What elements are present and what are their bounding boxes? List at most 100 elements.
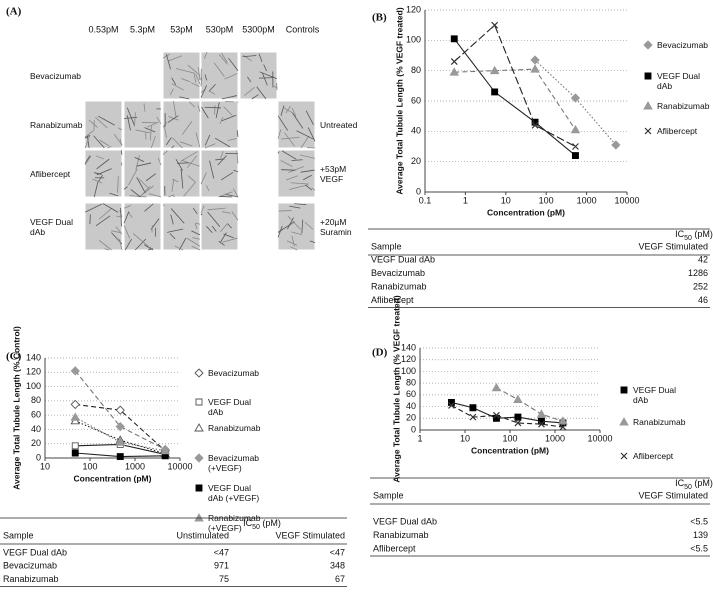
y-tick-label: 40: [411, 126, 421, 136]
marker: [491, 88, 499, 96]
y-tick-label: 120: [26, 367, 41, 377]
tubule: [200, 213, 203, 216]
tubule: [126, 107, 135, 126]
control-label: +53pM VEGF: [320, 163, 347, 184]
tubule: [217, 155, 227, 166]
marker: [160, 445, 171, 455]
marker: [70, 366, 80, 376]
tubule: [165, 137, 172, 146]
tubule: [162, 54, 170, 59]
tubule: [251, 94, 259, 100]
tubule: [288, 166, 304, 173]
tubule: [193, 73, 197, 83]
tubule: [98, 207, 113, 220]
tubule: [139, 186, 151, 198]
table-header: Unstimulated: [176, 530, 229, 540]
table-cell: Ranabizumab: [373, 530, 429, 540]
tubule: [124, 238, 132, 251]
tubule: [209, 90, 216, 95]
tubule: [204, 134, 211, 146]
table-cell: <47: [330, 547, 345, 557]
series-line: [534, 59, 617, 146]
tubule: [281, 150, 297, 160]
tubule: [287, 215, 301, 230]
tubule: [88, 119, 98, 128]
legend-label: Ranabizumab: [208, 423, 261, 433]
marker: [536, 409, 547, 418]
tubule: [200, 77, 203, 87]
tubule: [117, 176, 119, 193]
tubule: [186, 237, 201, 247]
x-tick-label: 10: [40, 461, 50, 471]
tubule: [113, 134, 123, 146]
tubule: [170, 214, 174, 225]
ic-subscript: 50: [684, 484, 692, 491]
ic-label: IC: [675, 478, 685, 488]
tubule: [178, 237, 187, 251]
series-line: [453, 38, 576, 157]
tubule: [221, 211, 231, 214]
tubule: [99, 139, 110, 147]
tubule: [171, 83, 185, 91]
tubule: [294, 203, 307, 206]
tubule: [244, 86, 255, 96]
tubule: [180, 151, 198, 162]
tubule: [285, 105, 291, 114]
tubule: [305, 184, 312, 191]
tubule: [98, 240, 112, 251]
table-cell: 971: [214, 561, 229, 571]
column-header: Controls: [286, 24, 320, 34]
marker: [513, 394, 523, 403]
legend-label: Aflibercept: [633, 451, 674, 461]
tubule: [98, 174, 103, 182]
y-tick-label: 40: [31, 424, 41, 434]
micrograph: [123, 100, 162, 149]
table-cell: 46: [698, 295, 708, 305]
y-tick-label: 0: [416, 186, 421, 196]
micrograph: [277, 149, 316, 198]
marker: [449, 67, 460, 76]
tubule: [175, 159, 183, 171]
tubule: [157, 157, 162, 166]
tubule: [211, 225, 217, 232]
column-header: 530pM: [206, 24, 234, 34]
table-cell: 252: [693, 281, 708, 291]
tubule: [280, 160, 293, 167]
legend-label: Ranabizumab: [657, 101, 710, 111]
table-cell: Ranabizumab: [3, 574, 59, 584]
table-cell: VEGF Dual dAb: [371, 254, 435, 264]
tubule: [224, 193, 239, 198]
tubule: [192, 207, 198, 215]
legend-marker: [644, 72, 652, 80]
y-tick-label: 80: [406, 378, 416, 388]
legend-marker: [644, 127, 652, 135]
tubule: [192, 237, 201, 240]
x-tick-label: 100: [539, 195, 554, 205]
tubule: [143, 103, 146, 112]
table-header: IC50 (pM): [675, 478, 713, 490]
x-tick-label: 10: [460, 433, 470, 443]
tubule: [218, 241, 225, 246]
tubule: [180, 169, 184, 189]
table-cell: <5.5: [690, 516, 708, 526]
tubule: [120, 207, 122, 227]
row-label: VEGF Dual dAb: [30, 216, 73, 237]
tubule: [277, 221, 295, 233]
table-cell: 139: [693, 530, 708, 540]
x-tick-label: 0.1: [419, 195, 432, 205]
tubule: [126, 115, 131, 131]
marker: [530, 64, 540, 73]
ic-subscript: 50: [684, 235, 692, 242]
table-cell: VEGF Dual dAb: [373, 516, 437, 526]
series-line: [451, 404, 563, 428]
ic-label: IC: [675, 229, 685, 239]
tubule: [272, 85, 278, 89]
tubule: [215, 102, 220, 119]
tubule: [307, 127, 316, 142]
tubule: [228, 57, 239, 72]
legend-label: Bevacizumab: [208, 368, 260, 378]
legend-label: Bevacizumab: [657, 40, 709, 50]
tubule: [111, 230, 121, 234]
tubule: [95, 116, 108, 129]
tubule: [84, 155, 91, 164]
